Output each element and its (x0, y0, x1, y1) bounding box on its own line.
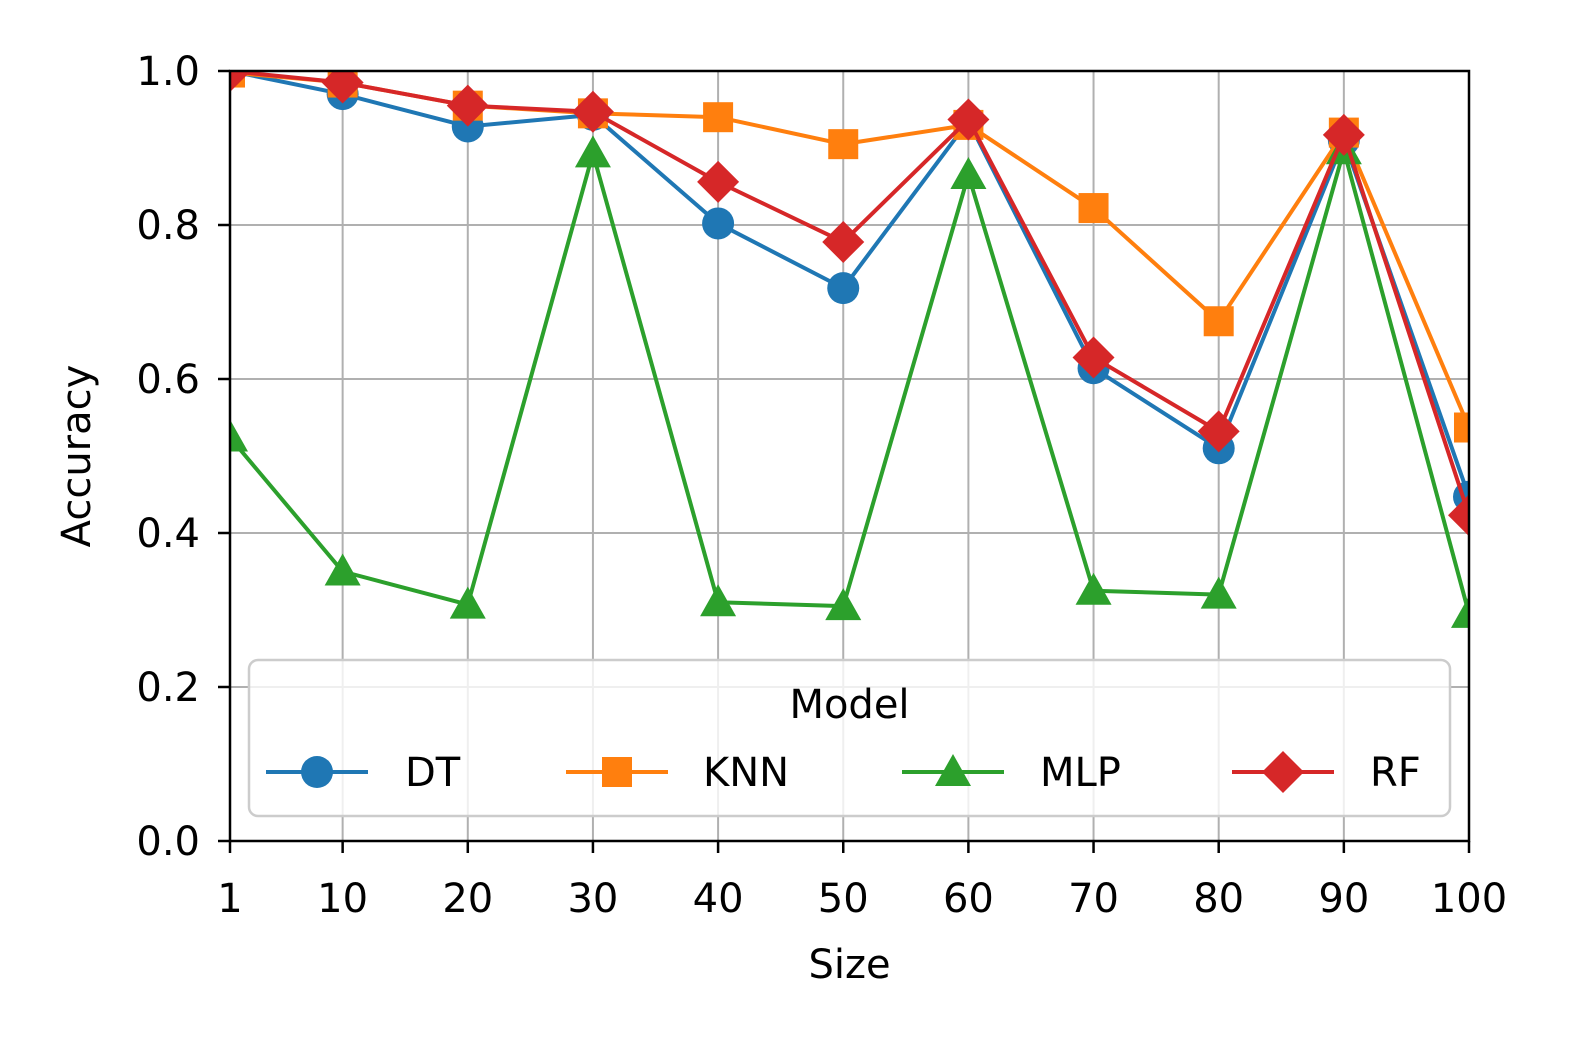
data-point-rf (822, 220, 865, 263)
series-group (230, 71, 1469, 628)
data-point-mlp (449, 586, 486, 619)
y-tick-label: 0.4 (136, 511, 200, 557)
data-point-dt (827, 272, 860, 305)
x-tick-label: 1 (217, 876, 242, 922)
x-tick-label: 100 (1431, 876, 1507, 922)
data-point-rf (446, 84, 489, 127)
y-tick-label: 0.8 (136, 203, 200, 249)
data-point-knn (1203, 306, 1234, 337)
data-point-mlp (700, 584, 737, 617)
x-tick-label: 50 (818, 876, 869, 922)
data-point-mlp (1451, 595, 1469, 628)
x-tick-label: 60 (943, 876, 994, 922)
x-tick-label: 30 (567, 876, 618, 922)
x-tick-label: 20 (442, 876, 493, 922)
data-point-rf (1448, 494, 1469, 537)
y-tick-label: 1.0 (136, 49, 200, 95)
legend-marker-knn (602, 757, 632, 787)
data-point-rf (571, 90, 614, 133)
plot-frame (228, 69, 1471, 843)
data-point-rf (1197, 410, 1240, 453)
data-point-mlp (1075, 572, 1112, 605)
x-tick-label: 70 (1068, 876, 1119, 922)
data-point-knn (1454, 412, 1469, 443)
legend-marker-mlp (935, 754, 971, 786)
data-point-rf (230, 71, 251, 92)
data-point-rf (1072, 336, 1115, 379)
legend-entries: DT KNN MLP RF (266, 750, 1421, 796)
legend-label-rf: RF (1370, 750, 1421, 796)
data-point-rf (947, 98, 990, 141)
y-tick-label: 0.0 (136, 819, 200, 865)
data-point-rf (1322, 113, 1365, 156)
y-tick-label: 0.2 (136, 665, 200, 711)
legend-label-knn: KNN (703, 750, 789, 796)
x-tick-label: 10 (317, 876, 368, 922)
data-point-dt (702, 207, 735, 240)
y-axis-label: Accuracy (54, 365, 100, 548)
legend-label-dt: DT (405, 750, 461, 796)
legend-marker-rf (1262, 751, 1304, 793)
data-point-mlp (324, 553, 361, 586)
data-point-mlp (825, 588, 862, 621)
data-point-knn (828, 129, 859, 160)
x-tick-label: 80 (1193, 876, 1244, 922)
data-point-knn (703, 102, 734, 133)
legend-marker-dt (301, 756, 333, 788)
legend-title: Model (789, 682, 909, 728)
x-tick-label: 90 (1318, 876, 1369, 922)
data-point-rf (697, 160, 740, 203)
data-point-mlp (1200, 576, 1237, 609)
axis-ticks: 1 10 20 30 40 50 60 70 80 90 100 0.0 0.2 0.4 0.6 0.8 1.0 (136, 49, 1507, 922)
x-axis-label: Size (808, 942, 890, 988)
data-point-mlp (574, 135, 611, 168)
x-tick-label: 40 (693, 876, 744, 922)
legend-label-mlp: MLP (1040, 750, 1121, 796)
data-point-mlp (950, 156, 987, 189)
data-point-rf (321, 71, 364, 104)
legend: Model DT KNN MLP RF (247, 658, 1452, 818)
legend-box (247, 658, 1452, 818)
data-point-mlp (230, 419, 248, 452)
y-tick-label: 0.6 (136, 357, 200, 403)
data-point-knn (1078, 193, 1109, 224)
